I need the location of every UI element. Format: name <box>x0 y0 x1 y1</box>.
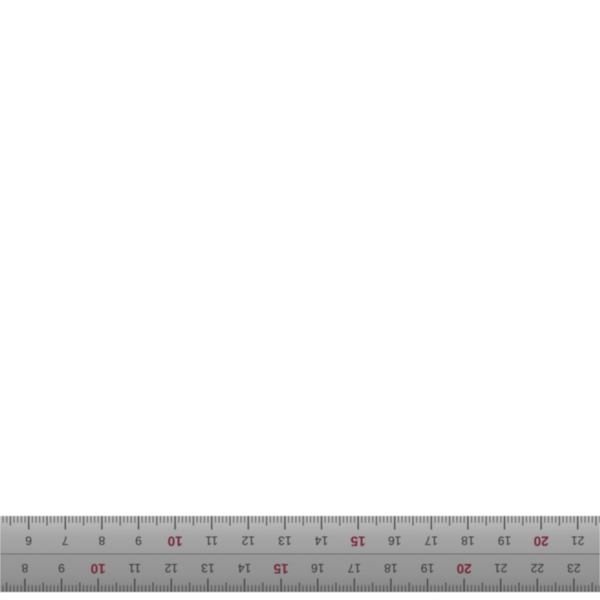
svg-text:8: 8 <box>98 533 105 547</box>
svg-text:17: 17 <box>347 561 361 575</box>
svg-text:18: 18 <box>384 561 398 575</box>
svg-text:14: 14 <box>238 561 252 575</box>
svg-text:17: 17 <box>424 533 438 547</box>
svg-text:12: 12 <box>164 561 178 575</box>
svg-text:19: 19 <box>421 561 435 575</box>
svg-text:23: 23 <box>567 561 581 575</box>
svg-text:6: 6 <box>25 533 32 547</box>
svg-text:8: 8 <box>21 561 28 575</box>
svg-text:9: 9 <box>58 561 65 575</box>
svg-text:10: 10 <box>91 561 106 576</box>
svg-text:10: 10 <box>168 533 183 548</box>
svg-text:21: 21 <box>571 533 585 547</box>
svg-text:11: 11 <box>128 561 141 575</box>
svg-text:16: 16 <box>388 533 402 547</box>
svg-text:20: 20 <box>457 561 472 576</box>
svg-text:12: 12 <box>241 533 255 547</box>
svg-text:13: 13 <box>201 561 215 575</box>
svg-text:13: 13 <box>278 533 292 547</box>
svg-text:15: 15 <box>273 561 289 576</box>
svg-text:16: 16 <box>311 561 325 575</box>
svg-text:14: 14 <box>315 533 329 547</box>
svg-text:20: 20 <box>534 533 549 548</box>
svg-text:19: 19 <box>498 533 512 547</box>
svg-text:9: 9 <box>135 533 142 547</box>
svg-text:22: 22 <box>530 561 544 575</box>
svg-text:18: 18 <box>461 533 475 547</box>
svg-text:7: 7 <box>62 533 69 547</box>
svg-text:15: 15 <box>350 533 366 548</box>
svg-text:21: 21 <box>494 561 508 575</box>
svg-text:11: 11 <box>205 533 218 547</box>
